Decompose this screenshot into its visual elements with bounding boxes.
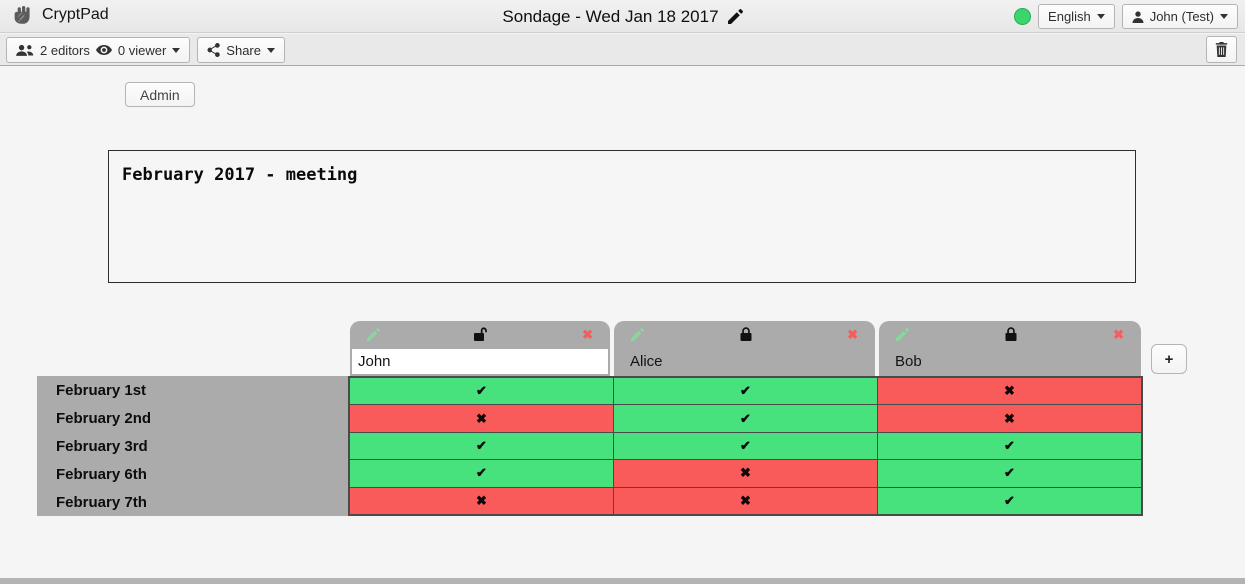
users-icon [16,44,34,56]
poll-cell-john-row4[interactable]: ✔ [350,460,613,487]
cryptpad-fist-logo-icon [14,6,30,24]
poll-row-label: February 1st [56,381,147,399]
poll-cell-john-row2[interactable]: ✖ [350,405,613,432]
poll-cell-bob-row1: ✖ [878,378,1141,405]
poll-cell-john-row5[interactable]: ✖ [350,487,613,514]
column-tab-controls: ✖ [879,321,1141,347]
poll-cell-alice-row2: ✔ [614,405,877,432]
column-lock-icon[interactable] [740,327,752,341]
admin-button[interactable]: Admin [125,82,195,107]
editor-toolbar: 2 editors 0 viewer Share [0,34,1245,66]
remove-column-icon[interactable]: ✖ [1113,326,1124,342]
poll-row-label: February 6th [56,465,147,483]
column-name-label: Bob [895,353,922,370]
user-name-label: John (Test) [1149,9,1214,24]
column-tab-controls: ✖ [350,321,610,347]
column-name-row: Bob [879,347,1141,376]
poll-answers-grid: ✔ ✔ ✖ ✖ ✔ ✖ ✔ ✔ ✔ ✔ ✖ ✔ ✖ ✖ ✔ [348,376,1143,516]
poll-description-textarea[interactable] [108,150,1136,283]
poll-cell-alice-row1: ✔ [614,378,877,405]
poll-row-label: February 7th [56,493,147,511]
column-lock-icon[interactable] [1005,327,1017,341]
remove-column-icon[interactable]: ✖ [582,326,593,342]
eye-icon [95,45,112,55]
trash-icon [1215,42,1228,57]
poll-row-labels: February 1st February 2nd February 3rd Febr… [37,376,348,516]
poll-cell-bob-row2: ✖ [878,405,1141,432]
column-edit-pencil-icon[interactable] [896,327,909,341]
column-tab-alice: ✖ Alice [614,321,875,376]
viewers-count-label: 0 viewer [117,42,167,58]
connection-status-indicator [1014,8,1032,25]
trash-button[interactable] [1206,36,1237,63]
share-icon [207,43,221,57]
poll-cell-bob-row5: ✔ [878,487,1141,514]
users-viewers-dropdown[interactable]: 2 editors 0 viewer [6,37,191,63]
column-tab-controls: ✖ [614,321,875,347]
caret-down-icon [1096,14,1105,19]
column-name-input[interactable] [352,349,608,374]
poll-cell-alice-row5: ✖ [614,487,877,514]
editors-count-label: 2 editors [40,42,90,58]
document-title: Sondage - Wed Jan 18 2017 [502,6,719,26]
column-tab-bob: ✖ Bob [879,321,1141,376]
caret-down-icon [172,47,181,53]
poll-cell-alice-row4: ✖ [614,460,877,487]
poll-cell-bob-row4: ✔ [878,460,1141,487]
user-menu-dropdown[interactable]: John (Test) [1121,4,1238,29]
language-label: English [1048,9,1091,24]
share-label: Share [226,42,261,58]
column-tab-john: ✖ [350,321,610,376]
add-column-button[interactable]: + [1151,344,1187,374]
share-dropdown[interactable]: Share [197,37,285,63]
poll-cell-john-row1[interactable]: ✔ [350,378,613,405]
caret-down-icon [1220,14,1228,19]
column-edit-pencil-icon[interactable] [367,327,380,341]
remove-column-icon[interactable]: ✖ [847,326,858,342]
window-bottom-edge [0,578,1245,584]
language-dropdown[interactable]: English [1038,4,1115,29]
caret-down-icon [267,47,275,53]
poll-cell-john-row3[interactable]: ✔ [350,432,613,460]
column-name-row: Alice [614,347,875,376]
poll-row-label: February 2nd [56,409,152,427]
edit-title-pencil-icon[interactable] [727,9,743,24]
column-edit-pencil-icon[interactable] [631,327,644,341]
poll-cell-alice-row3: ✔ [614,432,877,460]
poll-row-label: February 3rd [56,437,148,455]
column-name-row [350,347,610,376]
poll-cell-bob-row3: ✔ [878,432,1141,460]
column-unlock-icon[interactable] [474,327,488,341]
top-bar: CryptPad Sondage - Wed Jan 18 2017 Engli… [0,0,1245,33]
admin-label: Admin [140,86,180,103]
app-name: CryptPad [42,6,109,23]
user-icon [1132,10,1144,23]
column-name-label: Alice [630,353,663,370]
